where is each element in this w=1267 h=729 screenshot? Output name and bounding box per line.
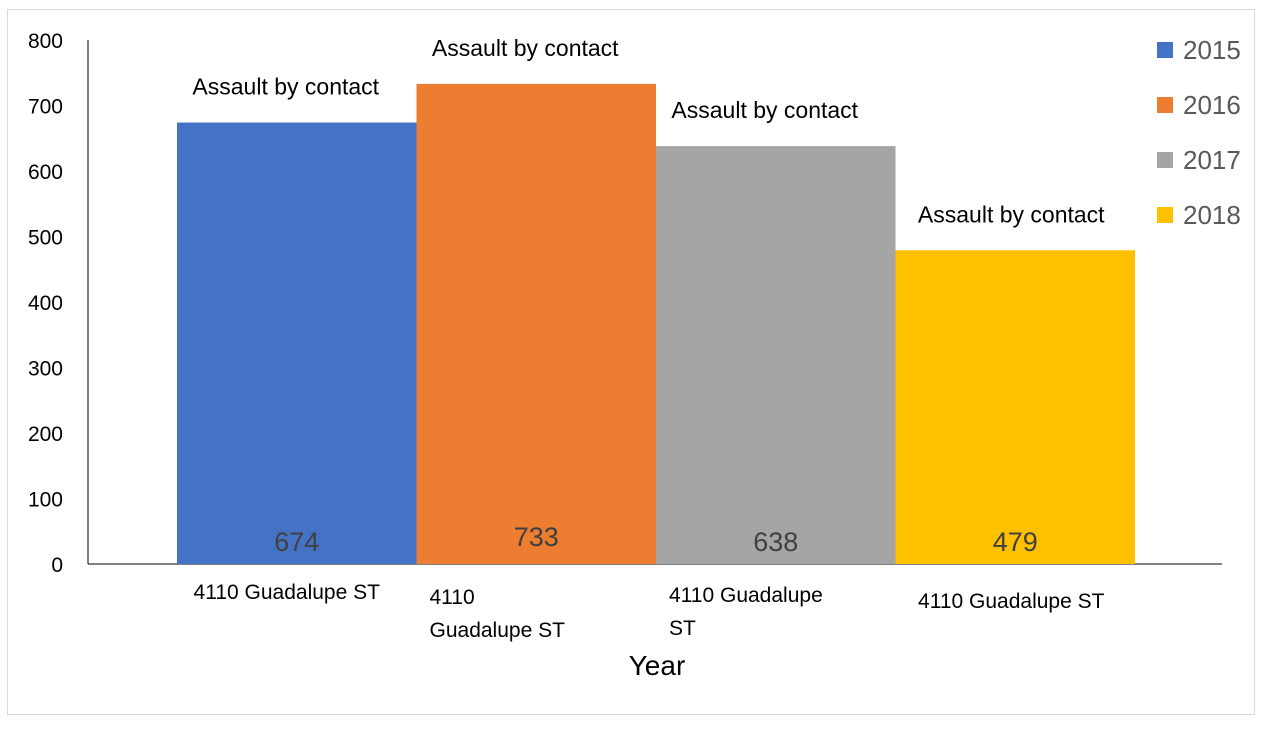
value-label-2017: 638 xyxy=(753,527,798,557)
y-tick-label: 0 xyxy=(51,554,63,577)
bar-2016 xyxy=(416,83,656,564)
legend-swatch-2016 xyxy=(1157,97,1173,113)
bar-2018 xyxy=(895,250,1135,564)
annotation-label-2017: Assault by contact xyxy=(671,97,858,123)
bar-2015 xyxy=(177,122,417,564)
legend-swatch-2018 xyxy=(1157,207,1173,223)
y-tick-label: 800 xyxy=(28,30,63,53)
category-label: 4110 Guadalupe ST xyxy=(194,581,381,604)
category-label: Guadalupe ST xyxy=(430,619,566,642)
annotation-label-2018: Assault by contact xyxy=(918,201,1105,227)
y-axis-ticks: 0 100 200 300 400 500 600 700 800 xyxy=(28,30,63,577)
legend-label-2018: 2018 xyxy=(1183,200,1241,230)
legend-swatch-2015 xyxy=(1157,42,1173,58)
y-tick-label: 700 xyxy=(28,96,63,119)
y-tick-label: 400 xyxy=(28,292,63,315)
bar-2017 xyxy=(656,146,896,565)
category-label: 4110 xyxy=(430,586,475,609)
legend-label-2017: 2017 xyxy=(1183,145,1241,175)
value-label-2016: 733 xyxy=(514,522,559,552)
annotation-label-2016: Assault by contact xyxy=(432,35,619,61)
category-label: 4110 Guadalupe xyxy=(669,584,823,607)
y-tick-label: 100 xyxy=(28,489,63,512)
y-tick-label: 300 xyxy=(28,358,63,381)
bars: 674 Assault by contact 4110 Guadalupe ST 73… xyxy=(177,35,1135,642)
value-label-2015: 674 xyxy=(274,527,319,557)
legend-label-2015: 2015 xyxy=(1183,35,1241,65)
x-axis-title: Year xyxy=(629,650,686,681)
y-tick-label: 500 xyxy=(28,227,63,250)
value-label-2018: 479 xyxy=(993,527,1038,557)
legend-label-2016: 2016 xyxy=(1183,90,1241,120)
annotation-label-2015: Assault by contact xyxy=(192,74,379,100)
category-label: 4110 Guadalupe ST xyxy=(918,590,1105,613)
y-tick-label: 600 xyxy=(28,161,63,184)
legend-swatch-2017 xyxy=(1157,152,1173,168)
y-tick-label: 200 xyxy=(28,423,63,446)
legend: 2015 2016 2017 2018 xyxy=(1157,35,1241,230)
category-label: ST xyxy=(669,617,696,640)
